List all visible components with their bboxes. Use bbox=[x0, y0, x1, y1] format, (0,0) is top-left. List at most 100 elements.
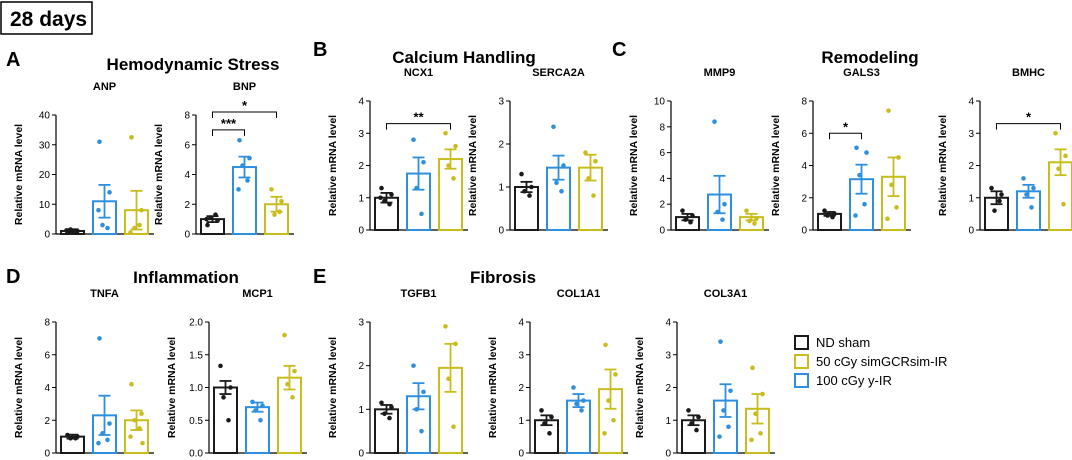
data-point-serca2a-0 bbox=[527, 193, 532, 198]
chart-tnfa: TNFA Relative mRNA level 0 2 4 6 8 bbox=[13, 288, 154, 460]
chart-mmp9: MMP9 Relative mRNA level 0 2 4 6 8 10 bbox=[628, 67, 769, 237]
data-point-anp-1 bbox=[107, 190, 112, 195]
data-point-mmp9-0 bbox=[680, 208, 685, 213]
y-tick-label-ncx1: 3 bbox=[358, 129, 364, 140]
data-point-ncx1-1 bbox=[421, 159, 426, 165]
chart-title-gals3: GALS3 bbox=[843, 67, 880, 79]
y-tick-label-col1a1: 1 bbox=[518, 416, 524, 427]
y-tick-label-bnp: 0 bbox=[184, 230, 190, 241]
y-axis-label-serca2a: Relative mRNA level bbox=[467, 115, 479, 216]
section-title-fibrosis: Fibrosis bbox=[470, 268, 536, 287]
y-tick-label-col1a1: 0 bbox=[518, 449, 524, 460]
chart-title-col3a1: COL3A1 bbox=[704, 288, 747, 300]
data-point-tnfa-1 bbox=[100, 431, 105, 436]
data-point-gals3-1 bbox=[864, 150, 869, 155]
y-tick-label-serca2a: 1 bbox=[498, 183, 504, 194]
y-tick-label-tnfa: 6 bbox=[44, 350, 50, 361]
y-tick-label-gals3: 0 bbox=[801, 226, 807, 237]
data-point-col1a1-2 bbox=[602, 431, 607, 436]
data-point-anp-1 bbox=[105, 225, 110, 231]
section-letter-b: B bbox=[313, 39, 327, 61]
chart-title-anp: ANP bbox=[93, 81, 116, 93]
significance-bracket-gals3 bbox=[829, 132, 862, 140]
data-point-tgfb1-2 bbox=[443, 324, 448, 329]
data-point-anp-0 bbox=[68, 227, 73, 232]
y-tick-label-mmp9: 6 bbox=[659, 148, 665, 159]
data-point-ncx1-0 bbox=[382, 198, 387, 204]
data-point-gals3-1 bbox=[857, 172, 862, 178]
data-point-gals3-1 bbox=[853, 213, 858, 218]
figure-label-box bbox=[0, 1, 93, 35]
data-point-col3a1-1 bbox=[728, 388, 733, 394]
data-point-bmhc-1 bbox=[1024, 192, 1029, 197]
data-point-bmhc-1 bbox=[1029, 205, 1034, 210]
data-point-bnp-0 bbox=[204, 216, 209, 222]
data-point-ncx1-1 bbox=[411, 137, 416, 142]
section-letter-e: E bbox=[313, 266, 326, 288]
chart-title-bmhc: BMHC bbox=[1012, 67, 1045, 79]
data-point-gals3-2 bbox=[889, 182, 894, 188]
legend-swatch-sham bbox=[794, 335, 809, 350]
y-axis-label-col1a1: Relative mRNA level bbox=[487, 337, 499, 438]
y-axis-label-tgfb1: Relative mRNA level bbox=[327, 337, 339, 438]
chart-gals3: GALS3 Relative mRNA level 0 2 4 6 8 * bbox=[770, 67, 911, 237]
y-axis-label-anp: Relative mRNA level bbox=[13, 124, 25, 225]
y-tick-label-anp: 10 bbox=[39, 200, 51, 211]
data-point-bnp-1 bbox=[240, 163, 245, 168]
y-axis-label-col3a1: Relative mRNA level bbox=[634, 337, 646, 438]
data-point-bnp-1 bbox=[245, 178, 250, 183]
data-point-mcp1-2 bbox=[292, 368, 297, 374]
data-point-bnp-0 bbox=[215, 218, 220, 223]
y-axis-label-mcp1: Relative mRNA level bbox=[166, 337, 178, 438]
figure-label: 28 days bbox=[10, 8, 87, 31]
data-point-anp-2 bbox=[132, 225, 137, 231]
data-point-col1a1-1 bbox=[579, 408, 584, 413]
data-point-tnfa-2 bbox=[132, 417, 137, 423]
data-point-bmhc-2 bbox=[1056, 166, 1061, 172]
data-point-tgfb1-1 bbox=[421, 389, 426, 395]
data-point-bmhc-2 bbox=[1063, 153, 1068, 159]
data-point-serca2a-2 bbox=[583, 150, 588, 155]
bar-ncx1-2 bbox=[438, 158, 463, 231]
y-axis-label-bmhc: Relative mRNA level bbox=[937, 115, 949, 216]
significance-bracket-bnp bbox=[212, 129, 245, 136]
data-point-mcp1-2 bbox=[290, 395, 295, 400]
data-point-gals3-0 bbox=[830, 214, 835, 220]
y-axis-label-gals3: Relative mRNA level bbox=[770, 115, 782, 216]
data-point-bmhc-0 bbox=[999, 192, 1004, 197]
data-point-col3a1-2 bbox=[749, 437, 754, 443]
data-point-tnfa-1 bbox=[105, 437, 110, 443]
data-point-gals3-2 bbox=[894, 205, 899, 210]
y-tick-label-tgfb1: 3 bbox=[358, 318, 364, 329]
y-axis-label-bnp: Relative mRNA level bbox=[153, 124, 165, 225]
chart-title-serca2a: SERCA2A bbox=[532, 67, 585, 79]
data-point-mmp9-0 bbox=[690, 213, 695, 219]
data-point-col1a1-1 bbox=[581, 398, 586, 403]
significance-bracket-bmhc bbox=[996, 123, 1061, 130]
chart-title-bnp: BNP bbox=[233, 81, 256, 93]
y-axis-label-ncx1: Relative mRNA level bbox=[327, 115, 339, 216]
data-point-col3a1-0 bbox=[689, 421, 694, 426]
data-point-ncx1-2 bbox=[453, 143, 458, 149]
legend-label-gamma: 100 cGy y-IR bbox=[816, 373, 892, 388]
data-point-gals3-2 bbox=[896, 155, 901, 160]
y-tick-label-mmp9: 8 bbox=[659, 122, 665, 133]
data-point-gals3-2 bbox=[885, 216, 890, 222]
legend-label-sham: ND sham bbox=[816, 335, 870, 350]
significance-label-bnp: * bbox=[242, 98, 248, 113]
data-point-ncx1-2 bbox=[443, 130, 448, 136]
chart-title-ncx1: NCX1 bbox=[404, 67, 433, 79]
chart-title-tgfb1: TGFB1 bbox=[400, 288, 436, 300]
data-point-col3a1-2 bbox=[760, 391, 765, 397]
data-point-tgfb1-0 bbox=[387, 415, 392, 421]
chart-tgfb1: TGFB1 Relative mRNA level 0 1 2 3 bbox=[327, 288, 468, 460]
y-tick-label-anp: 20 bbox=[39, 170, 51, 181]
data-point-anp-2 bbox=[137, 222, 142, 228]
data-point-anp-2 bbox=[128, 230, 133, 235]
y-tick-label-mcp1: 0.5 bbox=[189, 416, 203, 427]
data-point-bnp-1 bbox=[237, 137, 242, 143]
data-point-tnfa-0 bbox=[73, 435, 78, 441]
data-point-mcp1-1 bbox=[253, 408, 258, 413]
